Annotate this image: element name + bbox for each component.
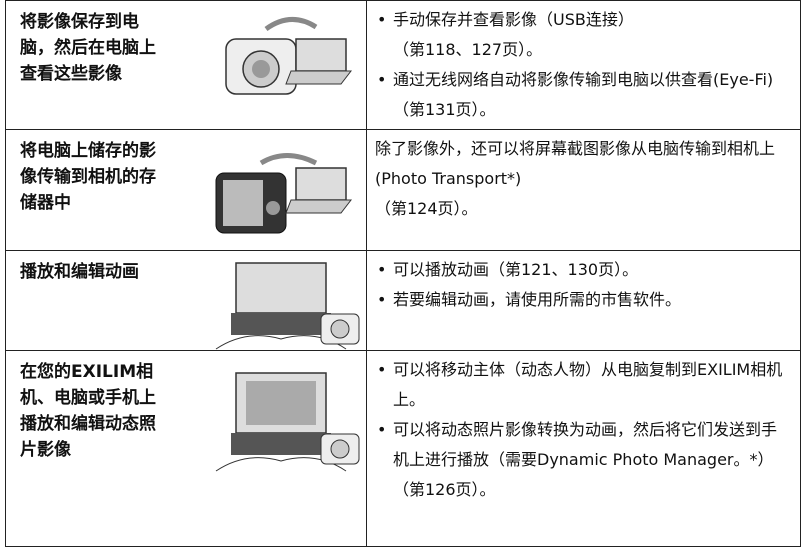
illustration [215,153,353,234]
bullet-item: 手动保存并查看影像（USB连接） （第118、127页）。 [375,5,790,65]
text-line: 手动保存并查看影像（USB连接） [393,10,634,29]
feature-table: 将影像保存到电脑，然后在电脑上查看这些影像 手动保存并查看影像（USB连接） （第1… [5,0,801,547]
bullet-item: 可以播放动画（第121、130页）。 [375,255,790,285]
text-line: （第124页）。 [375,199,478,218]
description-cell: 可以将移动主体（动态人物）从电脑复制到EXILIM相机上。可以将动态照片影像转换… [366,350,801,547]
bullet-item: 可以将动态照片影像转换为动画，然后将它们发送到手机上进行播放（需要Dynamic… [375,415,790,505]
title-cell: 在您的EXILIM相机、电脑或手机上播放和编辑动态照片影像 [5,350,367,547]
text-line: 除了影像外，还可以将屏幕截图影像从电脑传输到相机上(Photo Transpor… [375,139,776,188]
table-row: 将影像保存到电脑，然后在电脑上查看这些影像 手动保存并查看影像（USB连接） （第1… [5,0,801,130]
table-row: 播放和编辑动画 可以播放动画（第121、130页）。若要编辑动画，请使用所需的市售… [5,250,801,351]
illustration [215,372,360,472]
description-cell: 可以播放动画（第121、130页）。若要编辑动画，请使用所需的市售软件。 [366,250,801,351]
text-line: 可以将移动主体（动态人物）从电脑复制到EXILIM相机上。 [393,360,783,409]
bullet-item: 通过无线网络自动将影像传输到电脑以供查看(Eye-Fi)（第131页）。 [375,65,790,125]
illustration [225,17,353,95]
illustration [215,262,360,350]
text-line: 若要编辑动画，请使用所需的市售软件。 [393,290,682,309]
text-line: 通过无线网络自动将影像传输到电脑以供查看(Eye-Fi)（第131页）。 [393,70,774,119]
text-line: （第118、127页）。 [393,40,543,59]
text-line: 可以播放动画（第121、130页）。 [393,260,639,279]
text-line: 可以将动态照片影像转换为动画，然后将它们发送到手机上进行播放（需要Dynamic… [393,420,778,499]
row-title: 在您的EXILIM相机、电脑或手机上播放和编辑动态照片影像 [20,362,156,460]
description-cell: 手动保存并查看影像（USB连接） （第118、127页）。通过无线网络自动将影像传… [366,0,801,130]
row-title: 将影像保存到电脑，然后在电脑上查看这些影像 [20,12,156,84]
row-title: 播放和编辑动画 [20,262,139,282]
paragraph: 除了影像外，还可以将屏幕截图影像从电脑传输到相机上(Photo Transpor… [375,134,790,224]
description-cell: 除了影像外，还可以将屏幕截图影像从电脑传输到相机上(Photo Transpor… [366,129,801,251]
table-row: 将电脑上储存的影像传输到相机的存储器中 除了影像外，还可以将屏幕截图影像从电脑传输… [5,129,801,251]
title-cell: 将电脑上储存的影像传输到相机的存储器中 [5,129,367,251]
table-row: 在您的EXILIM相机、电脑或手机上播放和编辑动态照片影像 可以将移动主体（动态人… [5,350,801,547]
row-title: 将电脑上储存的影像传输到相机的存储器中 [20,141,156,213]
title-cell: 将影像保存到电脑，然后在电脑上查看这些影像 [5,0,367,130]
bullet-item: 若要编辑动画，请使用所需的市售软件。 [375,285,790,315]
bullet-item: 可以将移动主体（动态人物）从电脑复制到EXILIM相机上。 [375,355,790,415]
title-cell: 播放和编辑动画 [5,250,367,351]
